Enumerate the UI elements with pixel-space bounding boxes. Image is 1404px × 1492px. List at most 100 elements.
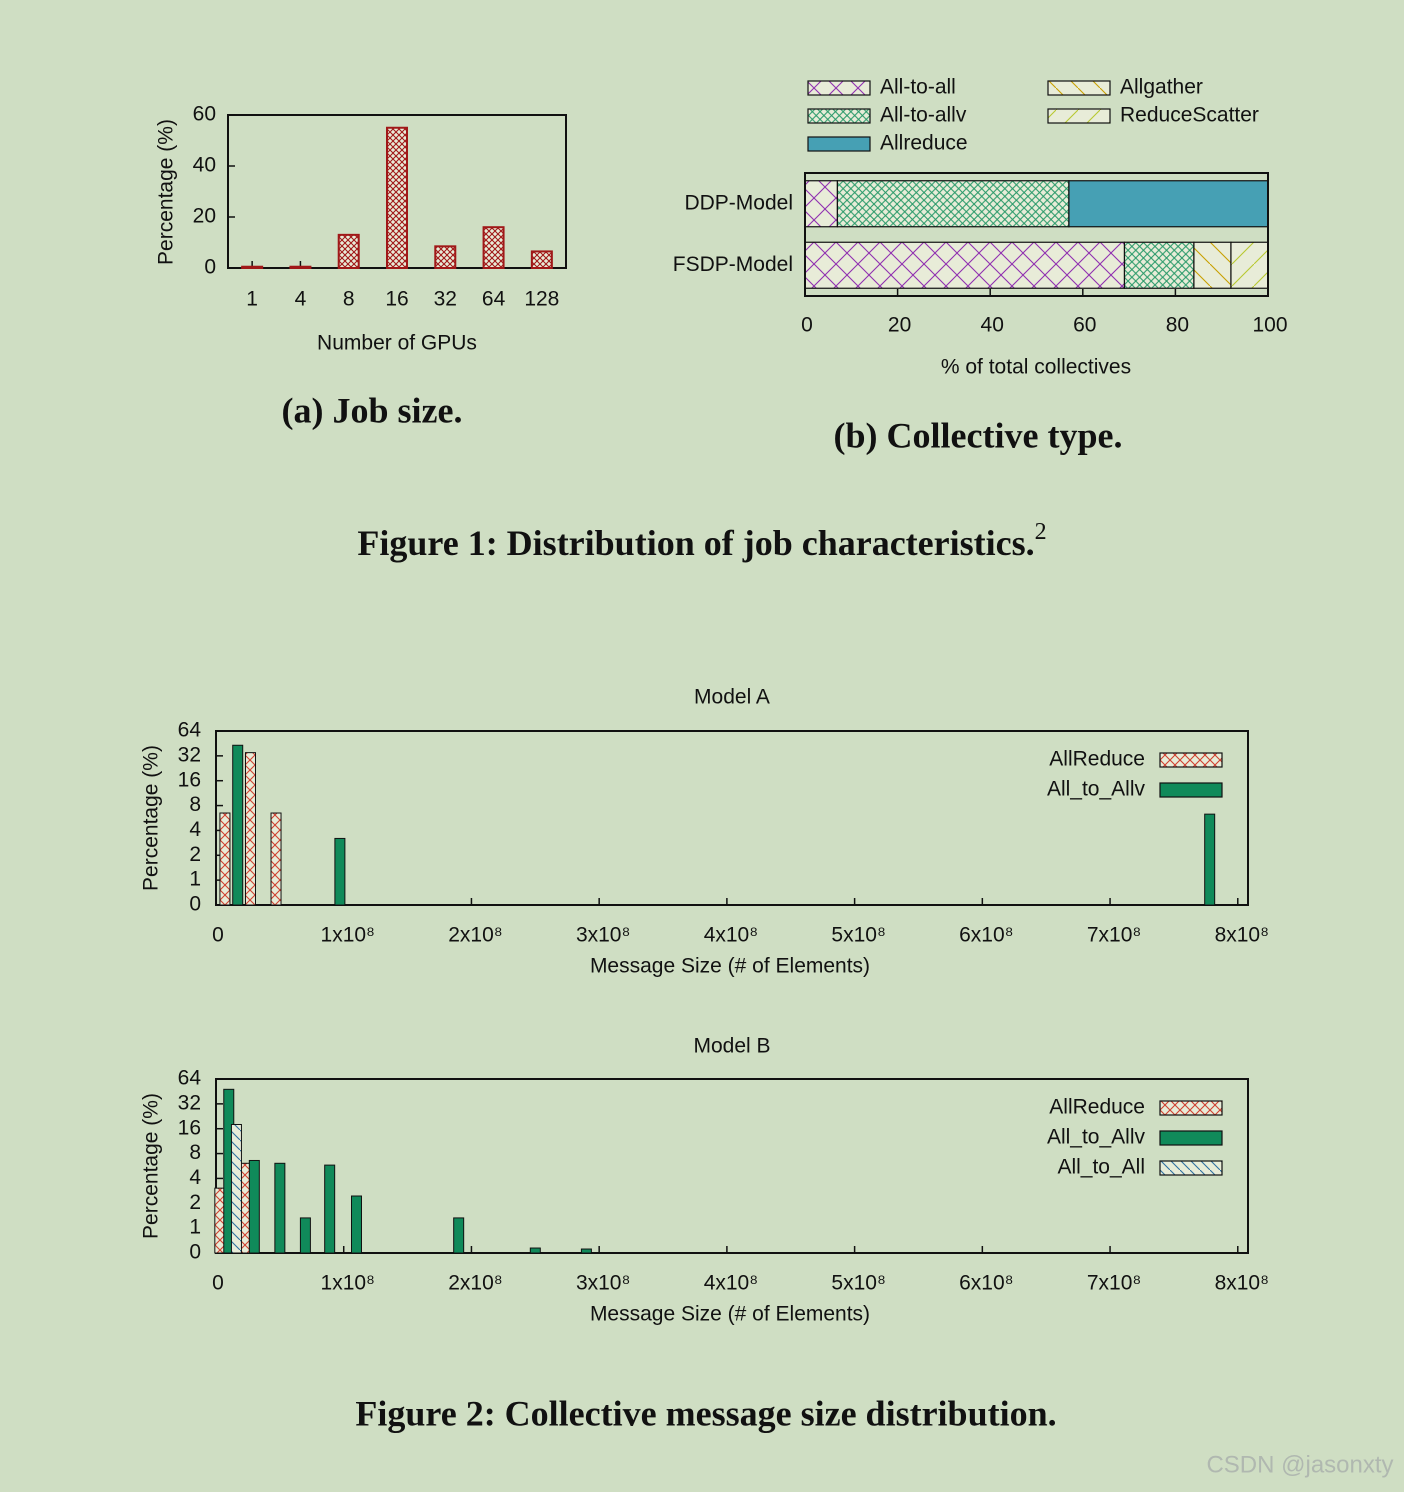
y-tick-label: 2 [189, 1191, 201, 1214]
bar [334, 837, 346, 906]
bar-segment [804, 180, 839, 228]
bar [482, 226, 505, 269]
y-tick-label: 20 [193, 205, 216, 228]
y-tick-label: 1 [189, 1216, 201, 1239]
bar [337, 233, 360, 270]
legend-swatch [1159, 782, 1223, 798]
chart-title: Model B [693, 1035, 770, 1058]
bar [529, 1247, 541, 1254]
subcaption: (b) Collective type. [834, 415, 1123, 455]
bar [386, 126, 408, 269]
bar [580, 1248, 592, 1254]
figure-caption: Figure 1: Distribution of job characteri… [357, 519, 1046, 564]
x-axis-label: % of total collectives [941, 356, 1131, 379]
y-tick-label: 0 [189, 1241, 201, 1264]
x-tick-label: 6x10⁸ [959, 1272, 1013, 1295]
legend-swatch [1159, 752, 1223, 768]
x-tick-label: 0 [801, 314, 813, 337]
bar-segment [836, 180, 1070, 228]
legend-label: Allgather [1120, 76, 1203, 99]
bar [1204, 813, 1216, 906]
x-tick-label: 8x10⁸ [1215, 1272, 1269, 1295]
plot-frame [215, 730, 1249, 906]
x-tick-label: 8x10⁸ [1215, 924, 1269, 947]
y-tick-label: 40 [193, 154, 216, 177]
y-tick-label: DDP-Model [684, 191, 793, 214]
chart-title: Model A [694, 686, 770, 709]
y-tick-label: FSDP-Model [673, 253, 793, 276]
bar [241, 265, 264, 270]
y-tick-label: 8 [189, 1141, 201, 1164]
y-tick-label: 1 [189, 868, 201, 891]
x-tick-label: 1x10⁸ [321, 924, 375, 947]
y-tick-label: 60 [193, 103, 216, 126]
x-tick-label: 60 [1073, 314, 1096, 337]
legend-swatch [1159, 1130, 1223, 1146]
x-tick-label: 2x10⁸ [448, 924, 502, 947]
plot-frame [804, 172, 1269, 297]
legend-swatch [1159, 1160, 1223, 1176]
y-tick-label: 64 [178, 719, 202, 742]
bar-segment [804, 241, 1126, 289]
y-tick-label: 4 [189, 818, 201, 841]
x-tick-label: 100 [1252, 314, 1287, 337]
bar [350, 1195, 362, 1254]
x-tick-label: 32 [434, 288, 457, 311]
caption-text: Figure 1: Distribution of job characteri… [357, 523, 1034, 563]
x-tick-label: 0 [212, 924, 224, 947]
legend-label: All_to_Allv [1047, 1126, 1146, 1149]
bar [324, 1164, 336, 1254]
bar [244, 752, 256, 906]
y-tick-label: 32 [178, 1091, 201, 1114]
y-tick-label: 0 [189, 893, 201, 916]
y-axis-label: Percentage (%) [155, 119, 178, 265]
legend-label: ReduceScatter [1120, 104, 1259, 127]
x-tick-label: 40 [981, 314, 1004, 337]
y-tick-label: 16 [178, 768, 201, 791]
x-tick-label: 1 [246, 288, 258, 311]
x-tick-label: 4 [295, 288, 307, 311]
bar [219, 812, 231, 906]
bar [289, 265, 312, 270]
watermark: CSDN @jasonxty [1206, 1451, 1393, 1478]
legend-swatch [807, 136, 871, 152]
bar [248, 1159, 260, 1254]
x-tick-label: 0 [212, 1272, 224, 1295]
y-tick-label: 2 [189, 843, 201, 866]
x-tick-label: 16 [385, 288, 408, 311]
bar-segment [1193, 241, 1232, 289]
x-tick-label: 4x10⁸ [704, 924, 758, 947]
x-tick-label: 7x10⁸ [1087, 924, 1141, 947]
bar [530, 250, 553, 270]
y-tick-label: 0 [204, 256, 216, 279]
y-tick-label: 64 [178, 1067, 202, 1090]
legend-swatch [807, 80, 871, 96]
bar-segment [1123, 241, 1195, 289]
legend-label: All_to_Allv [1047, 778, 1146, 801]
x-tick-label: 80 [1166, 314, 1189, 337]
bar [274, 1162, 286, 1254]
bar [453, 1217, 465, 1254]
plot-frame [215, 1078, 1249, 1254]
bar [230, 1123, 242, 1254]
x-tick-label: 20 [888, 314, 911, 337]
y-tick-label: 4 [189, 1166, 201, 1189]
x-tick-label: 5x10⁸ [831, 1272, 885, 1295]
x-tick-label: 2x10⁸ [448, 1272, 502, 1295]
legend-label: AllReduce [1049, 748, 1145, 771]
legend-swatch [1047, 80, 1111, 96]
bar [434, 245, 457, 269]
x-axis-label: Message Size (# of Elements) [590, 955, 870, 978]
x-tick-label: 4x10⁸ [704, 1272, 758, 1295]
subcaption: (a) Job size. [282, 390, 463, 430]
y-axis-label: Percentage (%) [140, 1093, 163, 1239]
bar [270, 812, 282, 906]
x-tick-label: 3x10⁸ [576, 924, 630, 947]
x-tick-label: 5x10⁸ [831, 924, 885, 947]
legend-label: AllReduce [1049, 1096, 1145, 1119]
x-axis-label: Number of GPUs [317, 332, 477, 355]
x-tick-label: 6x10⁸ [959, 924, 1013, 947]
bar-segment [1068, 180, 1269, 228]
bar-segment [1230, 241, 1269, 289]
